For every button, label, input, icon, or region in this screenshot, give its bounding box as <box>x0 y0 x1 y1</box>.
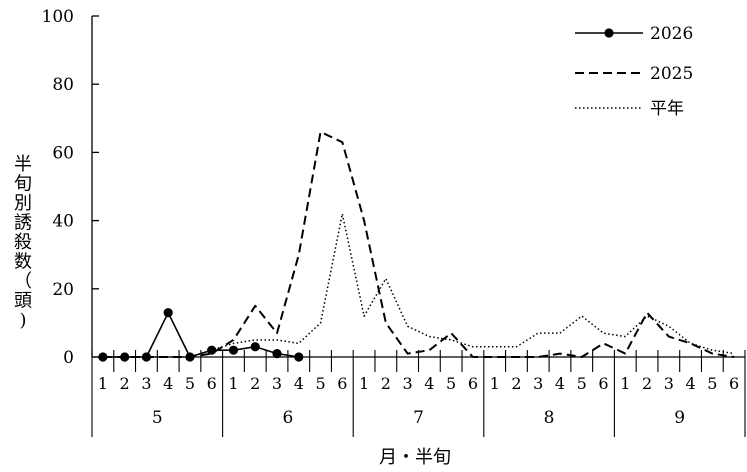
x-tick-label: 1 <box>490 374 500 393</box>
series-2026 <box>98 308 304 362</box>
data-point <box>185 352 195 362</box>
y-axis: 0 20 40 60 80 100 <box>42 7 99 368</box>
legend-label: 平年 <box>650 99 684 119</box>
legend-label: 2026 <box>650 24 693 44</box>
data-point <box>250 342 260 352</box>
x-tick-label: 6 <box>468 374 478 393</box>
series-line <box>102 130 735 358</box>
series-2025 <box>102 130 735 358</box>
x-tick-label: 2 <box>120 374 130 393</box>
legend-item: 平年 <box>575 99 684 119</box>
x-tick-label: 5 <box>707 374 717 393</box>
y-tick-label: 20 <box>52 280 74 300</box>
series-layer <box>98 130 735 362</box>
y-tick-label: 40 <box>52 212 74 232</box>
x-tick-label: 3 <box>272 374 282 393</box>
y-tick-label: 100 <box>42 7 74 27</box>
x-tick-label: 5 <box>577 374 587 393</box>
x-tick-label: 4 <box>424 374 434 393</box>
x-tick-label: 5 <box>315 374 325 393</box>
x-tick-label: 4 <box>163 374 173 393</box>
y-tick-label: 0 <box>63 348 74 368</box>
legend-label: 2025 <box>650 64 693 84</box>
x-tick-label: 5 <box>446 374 456 393</box>
month-label: 8 <box>544 408 555 428</box>
x-tick-label: 4 <box>555 374 565 393</box>
data-point <box>272 348 282 359</box>
data-point <box>141 352 152 362</box>
legend-marker <box>604 28 614 38</box>
x-tick-label: 3 <box>533 374 543 393</box>
x-tick-label: 1 <box>620 374 630 393</box>
data-point <box>120 352 130 362</box>
x-tick-label: 2 <box>511 374 521 393</box>
month-label: 9 <box>674 408 685 428</box>
x-tick-label: 3 <box>141 374 151 393</box>
x-tick-label: 1 <box>98 374 108 393</box>
x-tick-label: 2 <box>381 374 391 393</box>
x-tick-label: 2 <box>250 374 260 393</box>
data-point <box>228 345 239 355</box>
data-point <box>163 308 173 318</box>
data-point <box>294 352 304 362</box>
x-tick-label: 3 <box>664 374 674 393</box>
x-tick-label: 4 <box>294 374 304 393</box>
legend-item: 2025 <box>575 64 693 84</box>
y-tick-label: 60 <box>52 143 74 163</box>
month-label: 6 <box>282 408 293 428</box>
data-point <box>98 352 108 362</box>
x-tick-label: 6 <box>598 374 608 393</box>
x-tick-label: 1 <box>228 374 238 393</box>
series-line <box>102 311 299 358</box>
x-tick-label: 1 <box>359 374 369 393</box>
month-label: 5 <box>152 408 163 428</box>
data-point <box>207 345 217 355</box>
x-tick-label: 6 <box>207 374 217 393</box>
x-axis-title: 月・半旬 <box>379 447 451 468</box>
legend: 2026 2025 平年 <box>575 24 693 119</box>
x-tick-label: 2 <box>642 374 652 393</box>
x-tick-label: 6 <box>337 374 347 393</box>
series-平年 <box>102 213 735 358</box>
y-axis-title: 半旬別誘殺数（頭) <box>14 154 32 331</box>
series-line <box>102 213 735 358</box>
x-tick-label: 5 <box>185 374 195 393</box>
month-label: 7 <box>413 408 424 428</box>
y-tick-label: 80 <box>52 75 74 95</box>
x-tick-label: 4 <box>685 374 695 393</box>
x-axis: 1 2 3 4 5 6 1 2 3 4 5 6 1 2 3 4 5 6 1 2 3 4 5 6 1 2 3 4 5 65 6 7 8 9 <box>91 350 746 437</box>
x-tick-label: 3 <box>403 374 413 393</box>
legend-item: 2026 <box>575 24 693 44</box>
x-tick-label: 6 <box>729 374 739 393</box>
